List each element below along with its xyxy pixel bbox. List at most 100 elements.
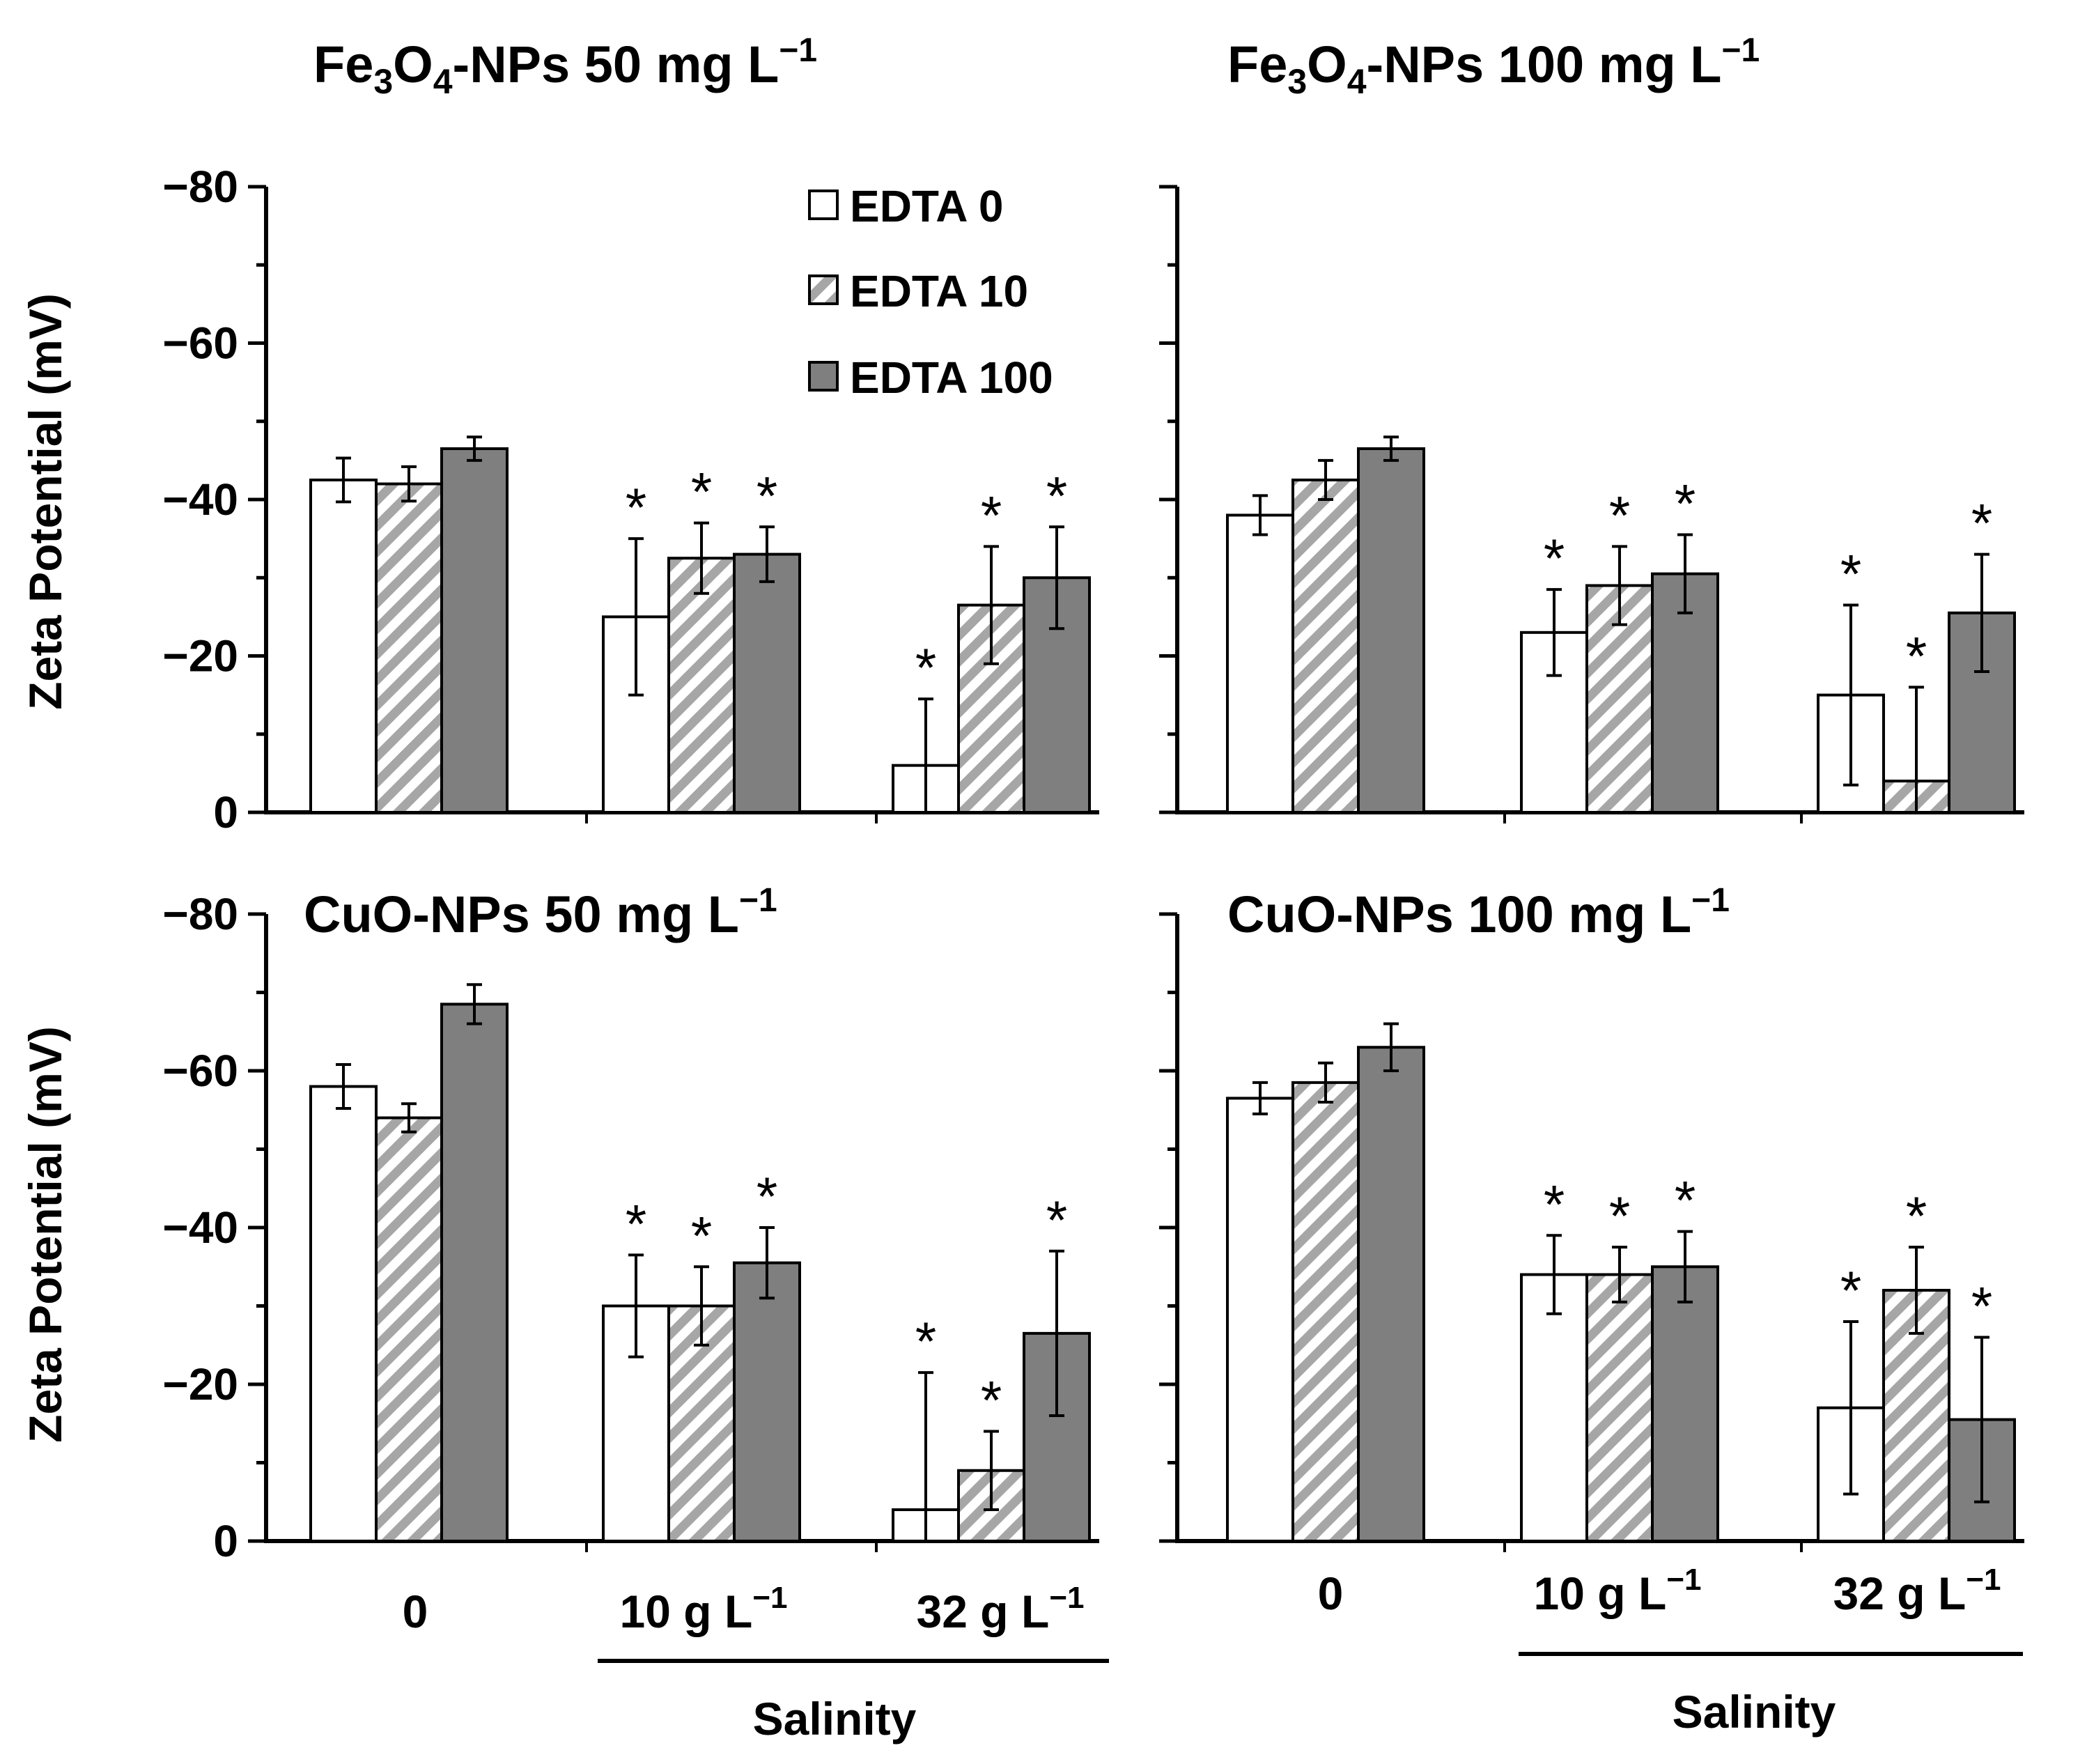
y-tick-label: −80 bbox=[162, 162, 238, 212]
bar-edta-0-sal-10 bbox=[602, 615, 670, 814]
xcat-right-10-main: 10 g L bbox=[1534, 1568, 1667, 1619]
panel-title-fe3o4-100-sub2: 4 bbox=[1347, 62, 1367, 101]
error-bar-edta-10-sal-10 bbox=[1612, 1246, 1627, 1303]
error-bar-edta-100-sal-0 bbox=[1383, 1022, 1399, 1072]
panel-fe3o4-100: * * * * * * bbox=[1159, 185, 2024, 823]
significance-star-edta-0-sal-10: * bbox=[1544, 1173, 1565, 1235]
significance-star-edta-0-sal-32: * bbox=[1840, 543, 1861, 605]
significance-star-edta-0-sal-10: * bbox=[626, 477, 646, 538]
bar-edta-100-sal-0 bbox=[1357, 1046, 1425, 1542]
error-bar-edta-10-sal-0 bbox=[1318, 1061, 1333, 1104]
y-tick-label: −60 bbox=[162, 1046, 238, 1096]
error-bar-edta-10-sal-0 bbox=[401, 1102, 417, 1134]
xcat-right-32-sup: −1 bbox=[1966, 1563, 2001, 1597]
panel-title-fe3o4-50-sub1: 3 bbox=[373, 62, 393, 101]
panel-title-fe3o4-100-rest: -NPs 100 mg L bbox=[1367, 36, 1722, 93]
error-bar-edta-0-sal-10 bbox=[1546, 1234, 1562, 1315]
error-bar-edta-10-sal-0 bbox=[401, 465, 417, 503]
panel-title-fe3o4-100: Fe3O4-NPs 100 mg L−1 bbox=[1227, 32, 1760, 101]
significance-star-edta-0-sal-32: * bbox=[915, 1310, 936, 1372]
significance-star-edta-10-sal-32: * bbox=[1906, 1185, 1927, 1246]
bar-edta-10-sal-0 bbox=[1291, 1081, 1360, 1542]
error-bar-edta-100-sal-32 bbox=[1049, 1249, 1064, 1417]
significance-star-edta-10-sal-10: * bbox=[1609, 1185, 1630, 1246]
xcat-left-10: 10 g L−1 bbox=[620, 1581, 788, 1637]
panel-title-cuo-100-prefix: CuO-NPs 100 mg L bbox=[1227, 885, 1691, 943]
significance-star-edta-10-sal-10: * bbox=[691, 1205, 712, 1266]
significance-star-edta-100-sal-32: * bbox=[1046, 1189, 1067, 1251]
bar-edta-100-sal-0 bbox=[440, 447, 509, 814]
error-bar-edta-0-sal-10 bbox=[628, 537, 644, 697]
significance-star-edta-10-sal-32: * bbox=[981, 1370, 1002, 1431]
error-bar-edta-0-sal-10 bbox=[628, 1253, 644, 1359]
significance-star-edta-10-sal-32: * bbox=[1906, 625, 1927, 686]
error-bar-edta-10-sal-32 bbox=[984, 1430, 999, 1511]
xcat-left-32-sup: −1 bbox=[1049, 1581, 1084, 1615]
y-tick-label: 0 bbox=[213, 1516, 238, 1566]
error-bar-edta-100-sal-0 bbox=[467, 435, 482, 462]
error-bar-edta-0-sal-0 bbox=[1252, 1081, 1268, 1115]
panel-cuo-50: 0 −20 −40 −60 −80 * * * * * * bbox=[162, 889, 1099, 1566]
legend-label-edta-10: EDTA 10 bbox=[850, 266, 1028, 316]
panel-title-fe3o4-100-sub1: 3 bbox=[1287, 62, 1307, 101]
error-bar-edta-10-sal-32 bbox=[984, 545, 999, 665]
y-tick-label: −20 bbox=[162, 1359, 238, 1409]
legend: EDTA 0 EDTA 10 EDTA 100 bbox=[808, 181, 1053, 403]
significance-star-edta-100-sal-32: * bbox=[1971, 493, 1992, 554]
xcat-right-10: 10 g L−1 bbox=[1534, 1563, 1702, 1619]
legend-swatch-edta-0 bbox=[808, 189, 839, 220]
y-tick-label: 0 bbox=[213, 787, 238, 837]
bar-edta-10-sal-0 bbox=[1291, 478, 1360, 814]
bar-edta-10-sal-32 bbox=[1882, 1289, 1950, 1542]
bar-edta-10-sal-0 bbox=[375, 482, 443, 814]
error-bar-edta-0-sal-0 bbox=[336, 1063, 351, 1110]
salinity-label-left: Salinity bbox=[753, 1693, 917, 1744]
y-tick-label: −40 bbox=[162, 474, 238, 525]
error-bar-edta-0-sal-0 bbox=[1252, 494, 1268, 536]
error-bar-edta-0-sal-10 bbox=[1546, 588, 1562, 677]
significance-star-edta-10-sal-10: * bbox=[691, 461, 712, 523]
panel-title-cuo-100-sup: −1 bbox=[1691, 882, 1730, 919]
bar-edta-0-sal-0 bbox=[1226, 1097, 1294, 1542]
error-bar-edta-10-sal-0 bbox=[1318, 458, 1333, 501]
legend-swatch-edta-10 bbox=[808, 274, 839, 305]
panel-cuo-100: * * * * * * bbox=[1159, 912, 2024, 1552]
error-bar-edta-10-sal-10 bbox=[1612, 545, 1627, 626]
panel-title-fe3o4-50-sub2: 4 bbox=[433, 62, 453, 101]
significance-star-edta-100-sal-32: * bbox=[1046, 465, 1067, 526]
error-bar-edta-0-sal-32 bbox=[1843, 603, 1859, 787]
error-bar-edta-100-sal-0 bbox=[467, 983, 482, 1026]
error-bar-edta-100-sal-10 bbox=[1677, 533, 1693, 614]
significance-star-edta-10-sal-10: * bbox=[1609, 484, 1630, 546]
panel-title-cuo-50: CuO-NPs 50 mg L−1 bbox=[304, 882, 777, 943]
panel-title-fe3o4-100-mid: O bbox=[1307, 36, 1347, 93]
error-bar-edta-100-sal-10 bbox=[759, 1226, 775, 1300]
xcat-right-0: 0 bbox=[1318, 1568, 1344, 1619]
xcat-right-10-sup: −1 bbox=[1666, 1563, 1701, 1597]
error-bar-edta-0-sal-32 bbox=[918, 697, 933, 814]
error-bar-edta-0-sal-32 bbox=[918, 1371, 933, 1542]
error-bar-edta-100-sal-32 bbox=[1974, 1336, 1989, 1503]
panel-title-fe3o4-100-sup: −1 bbox=[1722, 32, 1760, 69]
panel-title-fe3o4-50-rest: -NPs 50 mg L bbox=[453, 36, 779, 93]
significance-star-edta-100-sal-10: * bbox=[757, 1166, 777, 1227]
bar-edta-100-sal-10 bbox=[733, 552, 801, 814]
xcat-right-32: 32 g L−1 bbox=[1833, 1563, 2001, 1619]
significance-star-edta-0-sal-10: * bbox=[1544, 527, 1565, 589]
error-bar-edta-100-sal-32 bbox=[1974, 552, 1989, 673]
significance-star-edta-0-sal-32: * bbox=[915, 637, 936, 698]
panel-title-fe3o4-50-mid: O bbox=[393, 36, 433, 93]
significance-star-edta-10-sal-32: * bbox=[981, 484, 1002, 546]
error-bar-edta-0-sal-32 bbox=[1843, 1320, 1859, 1496]
y-tick-label: −20 bbox=[162, 631, 238, 681]
panel-title-fe3o4-50-prefix: Fe bbox=[313, 36, 373, 93]
bar-edta-0-sal-0 bbox=[309, 1085, 378, 1542]
significance-star-edta-0-sal-32: * bbox=[1840, 1260, 1861, 1321]
y-tick-label: −40 bbox=[162, 1202, 238, 1253]
error-bar-edta-10-sal-32 bbox=[1909, 686, 1924, 814]
bar-edta-100-sal-10 bbox=[733, 1261, 801, 1542]
bar-edta-0-sal-0 bbox=[309, 478, 378, 814]
error-bar-edta-0-sal-0 bbox=[336, 456, 351, 504]
bar-edta-100-sal-0 bbox=[1357, 447, 1425, 814]
panel-title-fe3o4-50: Fe3O4-NPs 50 mg L−1 bbox=[313, 32, 817, 101]
